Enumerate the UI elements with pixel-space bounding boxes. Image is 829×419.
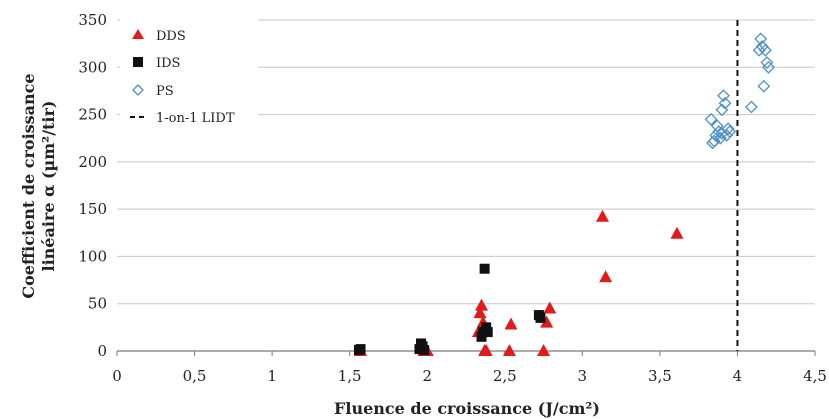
legend-label-ids: IDS (156, 56, 180, 71)
legend-marker-ps (132, 84, 144, 96)
x-tick-label: 0 (112, 367, 122, 385)
x-tick-label: 0,5 (183, 367, 207, 385)
data-point-ps (712, 125, 726, 139)
data-point-dds (599, 270, 613, 283)
data-point-ps (757, 79, 771, 93)
data-point-dds (504, 317, 518, 330)
data-point-dds (479, 344, 493, 356)
data-point-ids (535, 312, 546, 323)
x-axis-title: Fluence de croissance (J/cm²) (334, 399, 600, 418)
data-point-dds (595, 209, 609, 222)
data-point-ps (718, 96, 732, 110)
data-point-ps (762, 60, 775, 74)
legend-label-ps: PS (156, 84, 174, 99)
axes (116, 350, 816, 356)
data-point-dds (540, 315, 554, 328)
data-point-dds (537, 344, 551, 356)
y-tick-label: 50 (88, 295, 107, 313)
data-point-ps (760, 56, 774, 69)
data-point-ps (720, 128, 734, 142)
legend-marker-dds (132, 29, 144, 39)
x-tick-label: 3,5 (648, 367, 672, 385)
data-point-ps (754, 32, 768, 46)
data-points (353, 32, 775, 356)
x-tick-label: 4 (733, 367, 743, 385)
data-point-ids (482, 327, 493, 338)
data-point-ps (704, 112, 718, 126)
data-point-ps (723, 125, 737, 139)
data-point-dds (502, 344, 516, 356)
y-tick-label: 150 (78, 200, 107, 218)
data-point-dds (473, 306, 487, 319)
y-axis-title: Coefficient de croissance linéaire α (µm… (19, 73, 58, 298)
data-point-ids (355, 344, 366, 355)
data-point-dds (670, 226, 684, 239)
data-point-dds (475, 298, 489, 311)
data-point-dds (543, 301, 557, 314)
data-point-ids (479, 263, 490, 274)
x-tick-label: 2,5 (493, 367, 517, 385)
x-tick-label: 1,5 (338, 367, 362, 385)
data-point-ps (717, 89, 730, 103)
legend-background (120, 16, 258, 132)
y-tick-label: 250 (78, 106, 107, 124)
data-point-ids (419, 345, 430, 356)
x-tick-labels: 0 0,5 1 1,5 2 2,5 3 3,5 4 4,5 (112, 367, 827, 385)
data-point-ps (710, 119, 724, 133)
y-tick-label: 300 (78, 58, 107, 76)
x-tick-label: 4,5 (803, 367, 827, 385)
data-point-ps (744, 100, 758, 114)
x-tick-label: 1 (267, 367, 277, 385)
data-point-ps (721, 122, 735, 136)
data-point-ps (758, 43, 772, 57)
y-tick-label: 0 (97, 342, 107, 360)
y-tick-label: 200 (78, 153, 107, 171)
legend-label-lidt: 1-on-1 LIDT (156, 111, 235, 126)
legend-marker-ids (133, 57, 143, 67)
y-axis-title-line-1: Coefficient de croissance (19, 73, 38, 298)
y-tick-labels: 0 50 100 150 200 250 300 350 (78, 11, 107, 360)
y-tick-label: 350 (78, 11, 107, 29)
legend: DDS IDS PS 1-on-1 LIDT (120, 16, 258, 132)
x-tick-label: 3 (578, 367, 588, 385)
y-tick-label: 100 (78, 247, 107, 265)
y-axis-title-line-2: linéaire α (µm²/tir) (39, 100, 58, 271)
legend-label-dds: DDS (156, 29, 186, 44)
x-tick-label: 2 (422, 367, 432, 385)
data-point-ps (752, 43, 766, 57)
